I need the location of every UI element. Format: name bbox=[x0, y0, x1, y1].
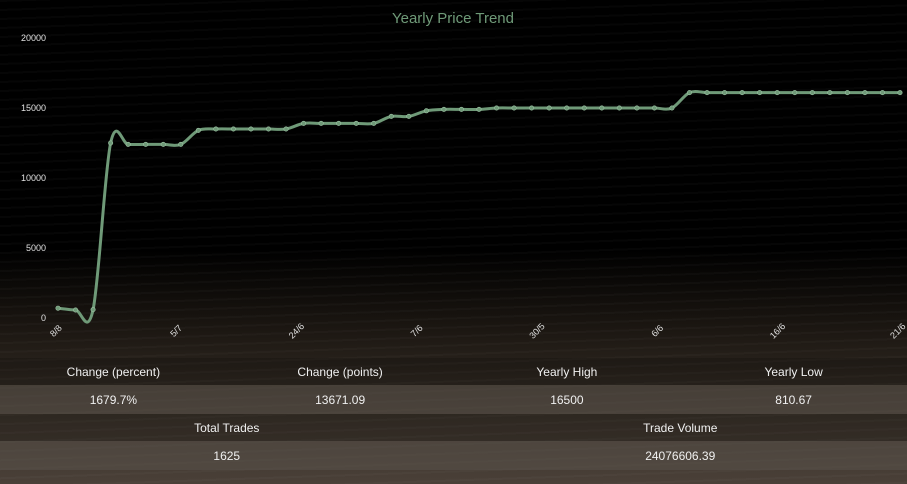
x-tick-label: 21/6 bbox=[888, 321, 907, 340]
data-point bbox=[178, 141, 184, 147]
data-point bbox=[809, 90, 815, 96]
data-point bbox=[230, 126, 236, 132]
data-point bbox=[283, 126, 289, 132]
data-point bbox=[406, 113, 412, 119]
label-trade-volume: Trade Volume bbox=[643, 420, 718, 435]
data-point bbox=[265, 126, 271, 132]
data-point bbox=[581, 105, 587, 111]
data-point bbox=[388, 113, 394, 119]
series-price bbox=[55, 89, 903, 324]
data-point bbox=[651, 105, 657, 111]
data-point bbox=[371, 120, 377, 126]
data-point bbox=[739, 90, 745, 96]
x-tick-label: 6/6 bbox=[649, 323, 665, 339]
data-point bbox=[160, 141, 166, 147]
data-point bbox=[301, 120, 307, 126]
data-point bbox=[546, 105, 552, 111]
data-point bbox=[125, 141, 131, 147]
stats-value-row-2: 1625 24076606.39 bbox=[0, 441, 907, 470]
data-point bbox=[704, 90, 710, 96]
label-yearly-high: Yearly High bbox=[536, 364, 598, 379]
value-trade-volume: 24076606.39 bbox=[645, 448, 716, 463]
data-point bbox=[494, 105, 500, 111]
data-point bbox=[108, 140, 114, 146]
data-point bbox=[757, 90, 763, 96]
x-axis: 8/8 5/7 24/6 7/6 30/5 6/6 16/6 21/6 bbox=[48, 321, 907, 340]
x-tick-label: 30/5 bbox=[527, 321, 546, 340]
data-point bbox=[458, 106, 464, 112]
data-point bbox=[476, 106, 482, 112]
data-point bbox=[353, 120, 359, 126]
data-point bbox=[599, 105, 605, 111]
y-tick-label: 0 bbox=[41, 313, 46, 323]
data-point bbox=[441, 106, 447, 112]
data-point bbox=[564, 105, 570, 111]
data-point bbox=[862, 90, 868, 96]
data-point bbox=[774, 90, 780, 96]
data-point bbox=[318, 120, 324, 126]
data-point bbox=[879, 90, 885, 96]
data-point bbox=[792, 90, 798, 96]
data-point bbox=[634, 105, 640, 111]
y-axis: 0 5000 10000 15000 20000 bbox=[21, 33, 46, 323]
x-tick-label: 7/6 bbox=[409, 323, 425, 339]
data-point bbox=[529, 105, 535, 111]
y-tick-label: 20000 bbox=[21, 33, 46, 43]
y-tick-label: 10000 bbox=[21, 173, 46, 183]
data-point bbox=[669, 105, 675, 111]
chart-title: Yearly Price Trend bbox=[392, 10, 514, 27]
x-tick-label: 8/8 bbox=[48, 323, 64, 339]
data-point bbox=[844, 90, 850, 96]
label-change-percent: Change (percent) bbox=[66, 364, 161, 379]
data-point bbox=[616, 105, 622, 111]
label-change-points: Change (points) bbox=[297, 364, 383, 379]
x-tick-label: 5/7 bbox=[168, 323, 184, 339]
data-point bbox=[827, 90, 833, 96]
label-yearly-low: Yearly Low bbox=[764, 364, 823, 379]
data-point bbox=[213, 126, 219, 132]
stats-label-row-1: Change (percent) Change (points) Yearly … bbox=[0, 358, 907, 385]
data-point bbox=[248, 126, 254, 132]
y-tick-label: 5000 bbox=[26, 243, 46, 253]
data-point bbox=[336, 120, 342, 126]
x-tick-label: 24/6 bbox=[287, 321, 306, 340]
value-change-points: 13671.09 bbox=[315, 392, 366, 407]
data-point bbox=[143, 141, 149, 147]
value-change-percent: 1679.7% bbox=[89, 392, 138, 407]
label-total-trades: Total Trades bbox=[194, 420, 260, 435]
stats-table: Change (percent) Change (points) Yearly … bbox=[0, 358, 907, 470]
y-tick-label: 15000 bbox=[21, 103, 46, 113]
data-point bbox=[195, 127, 201, 133]
series-line bbox=[57, 89, 900, 324]
data-point bbox=[722, 90, 728, 96]
data-point bbox=[511, 105, 517, 111]
value-yearly-low: 810.67 bbox=[775, 392, 812, 407]
data-point bbox=[423, 108, 429, 114]
data-point bbox=[90, 307, 96, 313]
price-trend-chart: Yearly Price Trend 05000100001500020000 … bbox=[21, 10, 907, 341]
stats-value-row-1: 1679.7% 13671.09 16500 810.67 bbox=[0, 385, 907, 414]
data-point bbox=[73, 307, 79, 313]
data-point bbox=[686, 90, 692, 96]
data-point bbox=[55, 305, 61, 311]
value-total-trades: 1625 bbox=[213, 448, 241, 463]
data-point bbox=[897, 90, 903, 96]
value-yearly-high: 16500 bbox=[550, 392, 584, 407]
x-tick-label: 16/6 bbox=[768, 321, 787, 340]
stats-label-row-2: Total Trades Trade Volume bbox=[0, 414, 907, 441]
